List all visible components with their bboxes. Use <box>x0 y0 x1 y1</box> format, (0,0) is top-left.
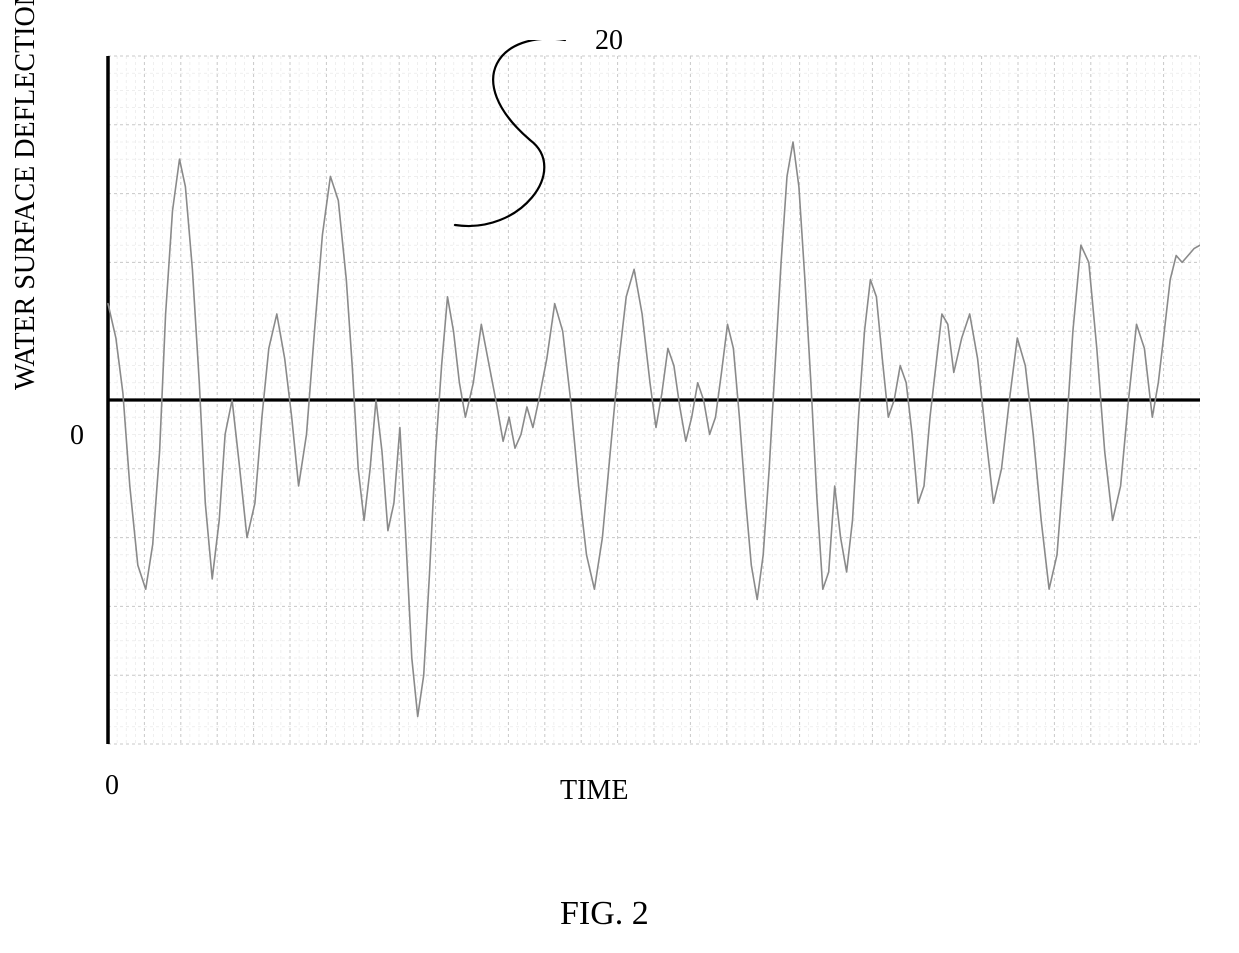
figure-page: WATER SURFACE DEFLECTION FROM CALM 0 0 T… <box>0 0 1239 953</box>
y-zero-tick-label: 0 <box>70 420 84 452</box>
x-origin-label: 0 <box>105 770 119 802</box>
y-axis-label: WATER SURFACE DEFLECTION FROM CALM <box>10 0 42 390</box>
x-axis-label: TIME <box>560 775 628 807</box>
chart-svg <box>100 40 1200 760</box>
figure-caption: FIG. 2 <box>560 895 649 933</box>
callout-layer <box>455 40 565 226</box>
